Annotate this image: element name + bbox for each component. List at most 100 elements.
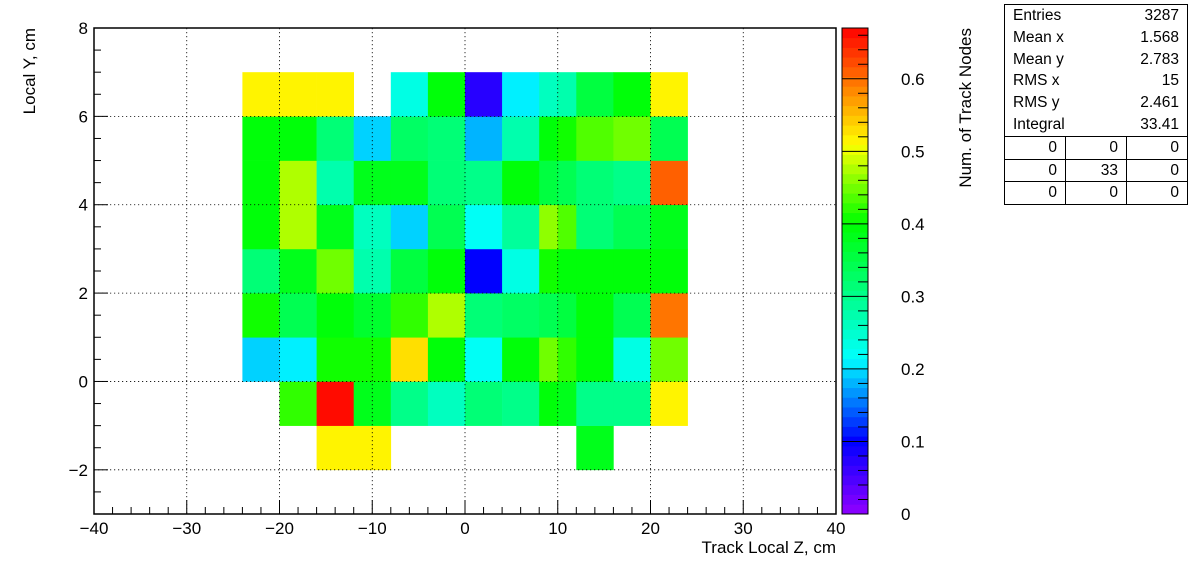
heatmap-cell bbox=[279, 204, 317, 250]
z-tick-label: 0.4 bbox=[901, 215, 925, 234]
heatmap-cell bbox=[576, 293, 614, 338]
heatmap-cell bbox=[539, 116, 559, 161]
heatmap-cells bbox=[242, 72, 688, 471]
heatmap-cell bbox=[242, 160, 280, 206]
heatmap-cell bbox=[390, 72, 429, 117]
heatmap-cell bbox=[242, 204, 280, 250]
heatmap-cell bbox=[502, 72, 540, 117]
heatmap-cell bbox=[316, 160, 354, 206]
palette-band bbox=[842, 125, 868, 136]
stats-grid-row: 0 33 0 bbox=[1005, 158, 1187, 182]
color-palette bbox=[842, 28, 868, 515]
heatmap-cell bbox=[427, 204, 466, 250]
palette-band bbox=[842, 57, 868, 68]
heatmap-cell bbox=[613, 204, 651, 250]
palette-band bbox=[842, 232, 868, 243]
y-tick-label: 2 bbox=[79, 284, 88, 303]
palette-band bbox=[842, 28, 868, 39]
stats-label: RMS x bbox=[1013, 72, 1060, 90]
heatmap-cell bbox=[465, 72, 503, 117]
x-tick-label: 0 bbox=[460, 519, 469, 538]
heatmap-cell bbox=[650, 337, 688, 382]
stats-grid-cell: 33 bbox=[1065, 159, 1126, 182]
z-axis: 0 0.1 0.2 0.3 0.4 0.5 0.6 bbox=[842, 34, 925, 524]
palette-band bbox=[842, 397, 868, 408]
y-axis-label: Local Y, cm bbox=[20, 28, 39, 114]
heatmap-cell bbox=[427, 381, 466, 426]
palette-band bbox=[842, 280, 868, 291]
heatmap-cell bbox=[650, 204, 688, 250]
palette-band bbox=[842, 300, 868, 311]
palette-band bbox=[842, 368, 868, 379]
heatmap-cell bbox=[316, 293, 354, 338]
heatmap-cell bbox=[539, 293, 559, 338]
heatmap-cell bbox=[650, 381, 688, 426]
palette-band bbox=[842, 339, 868, 350]
stats-row-integral: Integral 33.41 bbox=[1005, 114, 1187, 136]
heatmap-cell bbox=[557, 381, 577, 426]
x-tick-label: 40 bbox=[827, 519, 846, 538]
heatmap-cell bbox=[279, 248, 317, 294]
palette-band bbox=[842, 212, 868, 223]
y-tick-label: −2 bbox=[69, 461, 88, 480]
palette-band bbox=[842, 144, 868, 155]
palette-band bbox=[842, 241, 868, 252]
palette-band bbox=[842, 261, 868, 272]
palette-band bbox=[842, 76, 868, 87]
stats-label: Mean y bbox=[1013, 50, 1064, 68]
heatmap-cell bbox=[316, 116, 354, 161]
heatmap-cell bbox=[576, 204, 614, 250]
heatmap-cell bbox=[427, 116, 466, 161]
heatmap-cell bbox=[613, 72, 651, 117]
heatmap-cell bbox=[557, 337, 577, 382]
heatmap-cell bbox=[427, 293, 466, 338]
stats-grid-cell: 0 bbox=[1126, 182, 1187, 205]
stats-row-mean-y: Mean y 2.783 bbox=[1005, 49, 1187, 71]
heatmap-cell bbox=[502, 337, 540, 382]
stats-value: 1.568 bbox=[1140, 28, 1179, 46]
palette-band bbox=[842, 329, 868, 340]
palette-band bbox=[842, 445, 868, 457]
palette-band bbox=[842, 319, 868, 330]
palette-band bbox=[842, 66, 868, 77]
heatmap-cell bbox=[353, 248, 392, 294]
heatmap-cell bbox=[576, 116, 614, 161]
palette-band bbox=[842, 484, 868, 495]
heatmap-cell bbox=[502, 293, 540, 338]
z-tick-label: 0.3 bbox=[901, 287, 925, 306]
heatmap-cell bbox=[242, 72, 280, 117]
heatmap-cell bbox=[502, 381, 540, 426]
heatmap-cell bbox=[465, 116, 503, 161]
heatmap-cell bbox=[576, 160, 614, 206]
heatmap-cell bbox=[502, 248, 540, 294]
z-tick-label: 0.2 bbox=[901, 360, 925, 379]
heatmap-cell bbox=[465, 293, 503, 338]
stats-value: 2.783 bbox=[1140, 50, 1179, 68]
stats-label: Integral bbox=[1013, 115, 1065, 133]
heatmap-cell bbox=[650, 248, 688, 294]
heatmap-cell bbox=[390, 116, 429, 161]
heatmap-cell bbox=[242, 293, 280, 338]
stats-grid-cell: 0 bbox=[1048, 161, 1057, 179]
palette-band bbox=[842, 134, 868, 146]
heatmap-cell bbox=[427, 72, 466, 117]
heatmap-cell bbox=[427, 337, 466, 382]
z-tick-label: 0.1 bbox=[901, 432, 925, 451]
x-tick-label: 10 bbox=[548, 519, 567, 538]
z-tick-label: 0.6 bbox=[901, 70, 925, 89]
stats-grid-cell: 0 bbox=[1048, 138, 1057, 156]
palette-band bbox=[842, 407, 868, 418]
heatmap-cell bbox=[316, 381, 354, 426]
stats-grid-cell: 0 bbox=[1126, 159, 1187, 182]
stats-value: 3287 bbox=[1144, 7, 1179, 24]
stats-label: RMS y bbox=[1013, 94, 1060, 112]
stats-label: Entries bbox=[1013, 7, 1062, 24]
palette-band bbox=[842, 290, 868, 301]
palette-band bbox=[842, 86, 868, 97]
y-tick-label: 8 bbox=[79, 19, 88, 38]
heatmap-cell bbox=[576, 248, 614, 294]
palette-band bbox=[842, 105, 868, 116]
stats-grid-cell: 0 bbox=[1048, 184, 1057, 202]
